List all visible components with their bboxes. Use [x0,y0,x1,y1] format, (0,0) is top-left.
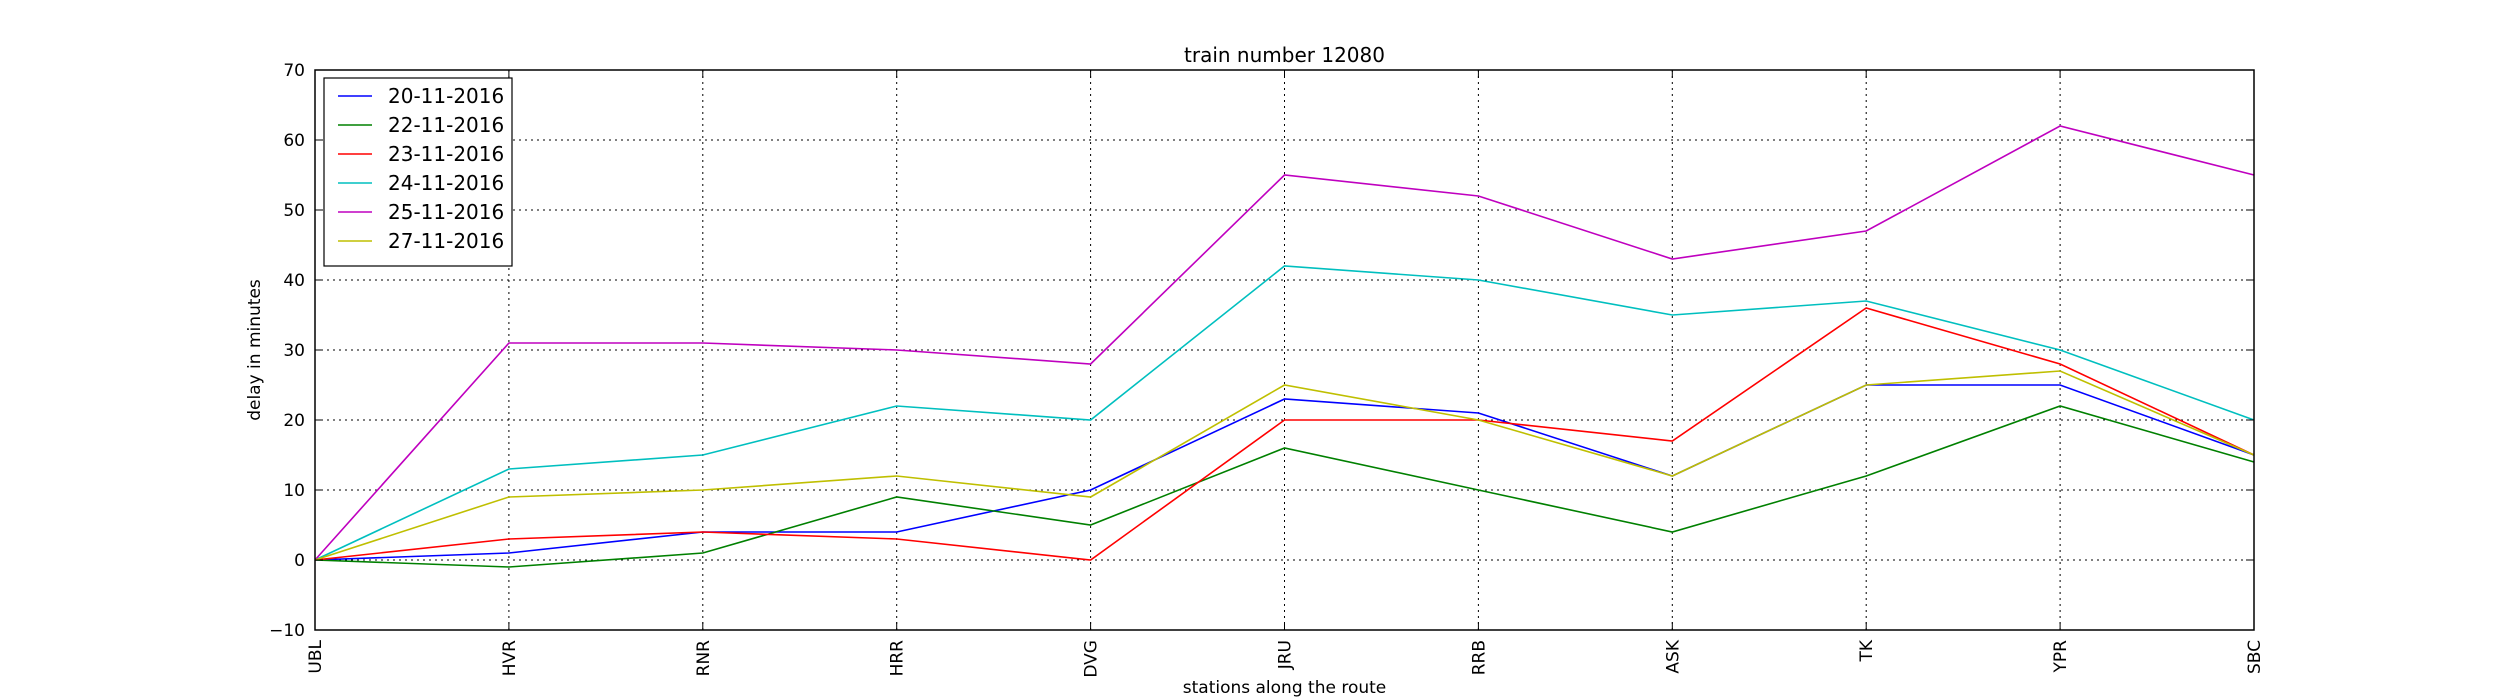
legend-label: 20-11-2016 [388,84,504,108]
y-tick-label: 20 [283,411,305,431]
legend-box [323,77,513,267]
x-tick-label: RNR [694,640,714,677]
x-tick-label: YPR [2051,640,2071,674]
x-tick-label: ASK [1663,639,1683,673]
y-tick-label: 50 [283,201,305,221]
series-line [314,370,2255,561]
ticks: −10 0 10 20 30 40 50 60 70 UBL HVR RNR HRR DVG JRU RRB A… [269,61,2265,678]
y-tick-label: −10 [269,621,305,641]
y-tick-label: 30 [283,341,305,361]
legend-label: 24-11-2016 [388,171,504,195]
x-axis-label: stations along the route [1183,678,1387,698]
series-line [314,384,2255,561]
y-tick-label: 70 [283,61,305,81]
legend-label: 23-11-2016 [388,142,504,166]
legend: 20-11-2016 22-11-2016 23-11-2016 24-11-2016… [323,77,513,267]
legend-label: 27-11-2016 [388,229,504,253]
series-line [314,307,2255,561]
x-tick-label: UBL [306,639,326,673]
x-tick-label: JRU [1276,640,1296,670]
y-axis-label: delay in minutes [245,279,265,421]
x-tick-label: HRR [888,640,908,677]
legend-label: 22-11-2016 [388,113,504,137]
y-tick-label: 40 [283,271,305,291]
series-line [314,405,2255,568]
x-tick-label: TK [1857,639,1877,662]
grid [315,70,2254,630]
y-tick-label: 0 [294,551,305,571]
x-tick-label: RRB [1469,640,1489,675]
y-tick-label: 60 [283,131,305,151]
x-tick-label: HVR [500,640,520,676]
series-line [314,125,2255,561]
x-tick-label: DVG [1082,640,1102,678]
legend-label: 25-11-2016 [388,200,504,224]
chart-title: train number 12080 [1184,43,1385,67]
x-tick-label: SBC [2245,640,2265,674]
series-line [314,265,2255,561]
y-tick-label: 10 [283,481,305,501]
series-group [314,125,2255,568]
